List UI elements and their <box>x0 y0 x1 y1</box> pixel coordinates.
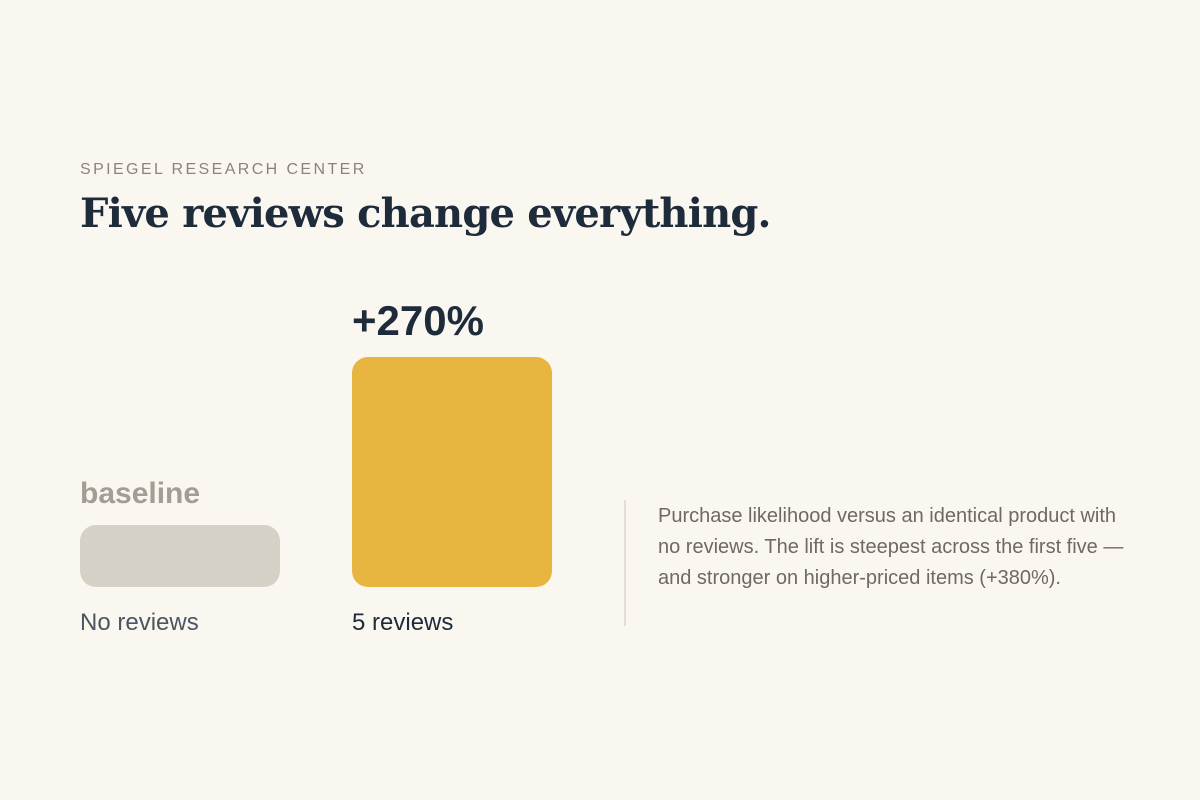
category-label-5-reviews: 5 reviews <box>352 609 454 636</box>
value-label-5-reviews: +270% <box>352 297 484 344</box>
page-title: Five reviews change everything. <box>80 190 771 237</box>
category-label-no-reviews: No reviews <box>80 609 199 636</box>
chart-caption: Purchase likelihood versus an identical … <box>658 505 1124 589</box>
eyebrow-label: SPIEGEL RESEARCH CENTER <box>80 161 367 178</box>
caption-divider <box>624 500 626 626</box>
bar-5-reviews <box>352 357 552 587</box>
bar-no-reviews <box>80 525 280 587</box>
value-label-no-reviews: baseline <box>80 477 201 510</box>
